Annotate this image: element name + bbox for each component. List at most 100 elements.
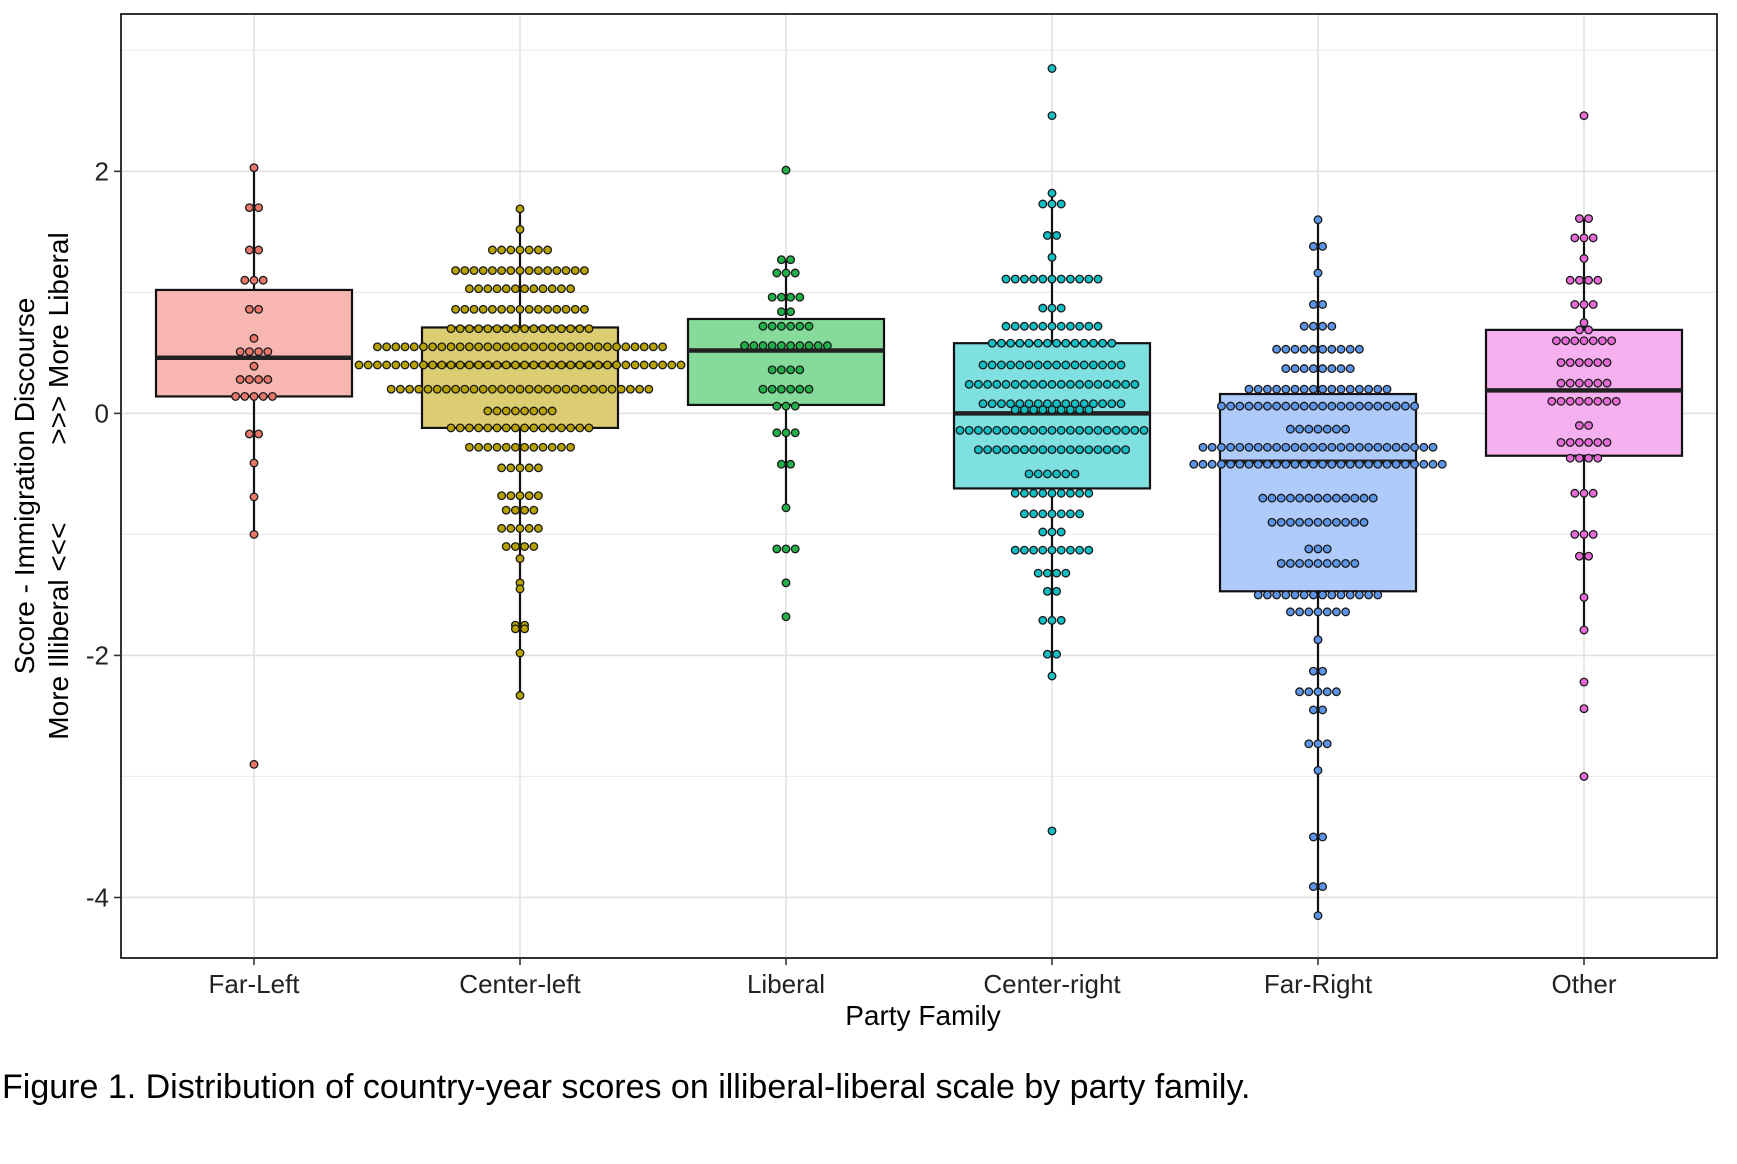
data-point [1198,442,1208,452]
data-point [602,342,612,352]
data-point [497,523,507,533]
data-point [566,423,576,433]
data-point [667,360,677,370]
data-point [1244,401,1254,411]
data-point [1350,517,1360,527]
data-point [1047,188,1057,198]
data-point [487,245,497,255]
data-point [1593,453,1603,463]
data-point [258,275,268,285]
data-point [1318,459,1328,469]
data-point [1410,442,1420,452]
data-point [497,491,507,501]
data-point [487,304,497,314]
data-point [1130,379,1140,389]
data-point [781,165,791,175]
data-point [1070,399,1080,409]
data-point [1584,396,1594,406]
data-point [781,428,791,438]
data-point [676,360,686,370]
data-point [786,292,796,302]
data-point [1350,493,1360,503]
data-point [547,423,557,433]
data-point [1121,379,1131,389]
data-point [1235,442,1245,452]
data-point [1391,459,1401,469]
data-point [1299,364,1309,374]
data-point [1198,459,1208,469]
data-point [258,391,268,401]
data-point [1584,421,1594,430]
data-point [423,384,433,394]
data-point [391,342,401,352]
data-point [648,360,658,370]
data-point [1584,378,1594,388]
data-point [446,324,456,334]
data-point [1065,405,1075,415]
data-point [1093,379,1103,389]
y-tick-label: -4 [86,882,109,912]
data-point [1216,459,1226,469]
data-point [1318,241,1328,251]
data-point [1285,424,1295,434]
data-point [1047,405,1057,415]
data-point [1574,358,1584,368]
data-point [464,423,474,433]
data-points [231,64,1621,921]
data-point [964,425,974,435]
data-point [1593,396,1603,406]
data-point [1267,493,1277,503]
data-point [1345,459,1355,469]
data-point [781,503,791,513]
data-point [1382,384,1392,394]
data-point [621,360,631,370]
data-point [1593,358,1603,368]
data-point [1061,469,1071,479]
data-point [1226,442,1236,452]
data-point [254,429,264,439]
data-point [529,406,539,416]
data-point [249,163,259,173]
data-point [1551,336,1561,346]
data-point [249,391,259,401]
data-point [529,542,539,551]
data-point [992,379,1002,389]
data-point [648,342,658,352]
data-point [1304,739,1314,749]
y-tick-label: 0 [95,398,109,428]
data-point [1364,442,1374,452]
data-point [492,442,502,452]
data-point [1052,469,1062,479]
data-point [1565,378,1575,388]
y-tick-label: -2 [86,640,109,670]
data-point [515,204,525,214]
data-point [1570,233,1580,243]
data-point [1565,275,1575,285]
data-point [1313,268,1323,278]
data-point [1262,384,1272,394]
data-point [1602,396,1612,406]
data-point [1400,442,1410,452]
boxes [154,167,1684,916]
data-point [556,442,566,452]
data-point [570,384,580,394]
data-point [1331,687,1341,697]
data-point [1299,344,1309,354]
data-point [520,505,530,515]
data-point [1281,442,1291,452]
data-point [515,584,525,594]
data-point [428,360,438,370]
data-point [987,399,997,409]
data-point [1419,459,1429,469]
data-point [478,384,488,394]
data-point [630,342,640,352]
data-point [533,304,543,314]
data-point [1308,384,1318,394]
data-point [533,523,543,533]
data-point [575,423,585,433]
data-point [1602,358,1612,368]
data-point [506,245,516,255]
data-point [1313,739,1323,749]
data-point [1006,360,1016,370]
data-point [1354,344,1364,354]
